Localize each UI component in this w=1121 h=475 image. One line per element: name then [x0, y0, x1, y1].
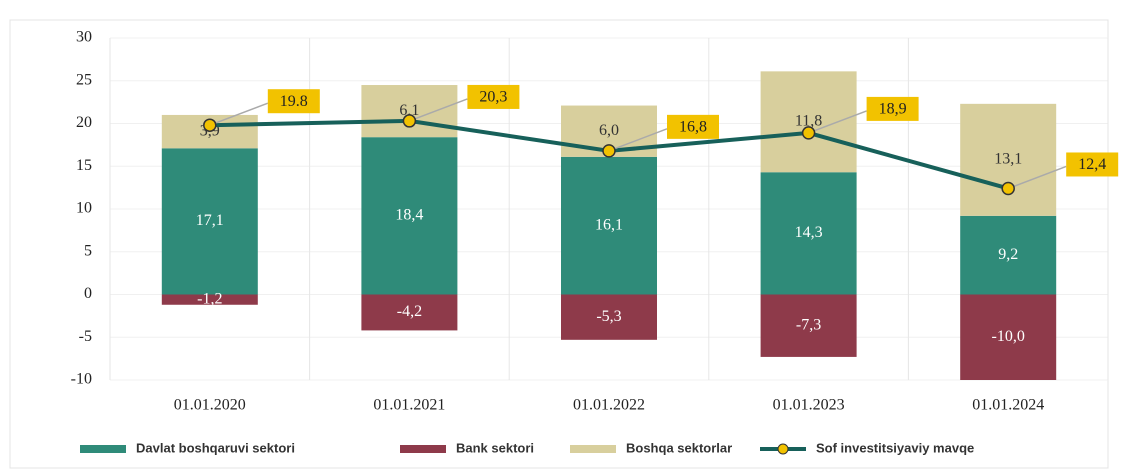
bar-segment: [361, 137, 458, 295]
legend-label: Boshqa sektorlar: [626, 440, 732, 455]
bar-segment: [161, 148, 258, 295]
value-label: 9,2: [998, 246, 1018, 263]
value-label: 12,4: [1078, 156, 1106, 173]
value-label: -5,3: [596, 308, 621, 325]
legend-label: Davlat boshqaruvi sektori: [136, 440, 295, 455]
value-label: 17,1: [196, 212, 224, 229]
y-tick-label: 25: [76, 71, 92, 88]
y-tick-label: 30: [76, 29, 92, 46]
leader-line: [1007, 165, 1067, 190]
value-label: 16,1: [595, 216, 623, 233]
x-tick-label: 01.01.2021: [373, 397, 445, 414]
legend-swatch: [400, 445, 446, 453]
label-box: [1066, 152, 1119, 177]
leader-line: [209, 102, 269, 126]
legend-label: Bank sektori: [456, 440, 534, 455]
value-label: -7,3: [796, 316, 821, 333]
x-tick-label: 01.01.2020: [174, 397, 246, 414]
label-box: [467, 84, 520, 109]
bar-segment: [960, 215, 1057, 295]
value-label: 19.8: [280, 93, 308, 110]
leader-line: [808, 110, 867, 134]
bar-segment: [760, 71, 857, 173]
x-tick-label: 01.01.2023: [773, 397, 845, 414]
value-label: 20,3: [479, 89, 507, 106]
line-marker: [801, 126, 816, 140]
line-marker: [602, 144, 616, 158]
value-label: -10,0: [992, 328, 1025, 345]
bar-segment: [561, 156, 657, 295]
value-label: -1,2: [197, 290, 222, 307]
value-label: -4,2: [397, 303, 422, 320]
bar-segment: [960, 103, 1057, 216]
legend-swatch: [80, 445, 126, 453]
x-tick-label: 01.01.2022: [573, 397, 645, 414]
y-tick-label: 5: [84, 242, 92, 259]
label-box: [866, 96, 919, 121]
line-marker: [402, 114, 417, 128]
value-label: 6,0: [599, 122, 619, 139]
bar-segment: [161, 294, 258, 305]
value-label: 16,8: [679, 119, 707, 136]
bar-segment: [361, 294, 458, 331]
value-label: 11,8: [795, 112, 822, 129]
legend-swatch: [570, 445, 616, 453]
bar-segment: [760, 172, 857, 295]
value-label: 13,1: [994, 151, 1022, 168]
value-label: 14,3: [795, 224, 823, 241]
line-marker: [1001, 181, 1015, 196]
bar-segment: [561, 294, 657, 340]
y-tick-label: 10: [76, 200, 92, 217]
label-box: [267, 89, 320, 114]
value-label: 18,4: [395, 207, 423, 224]
x-tick-label: 01.01.2024: [972, 397, 1044, 414]
legend-label: Sof investitsiyaviy mavqe: [816, 440, 974, 455]
value-label: 18,9: [879, 101, 907, 118]
bar-segment: [361, 85, 458, 138]
legend-marker: [777, 443, 789, 455]
bar-segment: [960, 294, 1057, 380]
y-tick-label: -5: [79, 328, 92, 345]
bar-segment: [760, 294, 857, 357]
y-tick-label: 0: [84, 285, 92, 302]
value-label: 6,1: [399, 102, 419, 119]
label-box: [667, 114, 719, 139]
line-marker: [203, 118, 217, 132]
y-tick-label: 20: [76, 114, 92, 131]
leader-line: [608, 128, 668, 152]
leader-line: [409, 98, 468, 122]
y-tick-label: 15: [76, 157, 92, 174]
y-tick-label: -10: [71, 371, 92, 388]
